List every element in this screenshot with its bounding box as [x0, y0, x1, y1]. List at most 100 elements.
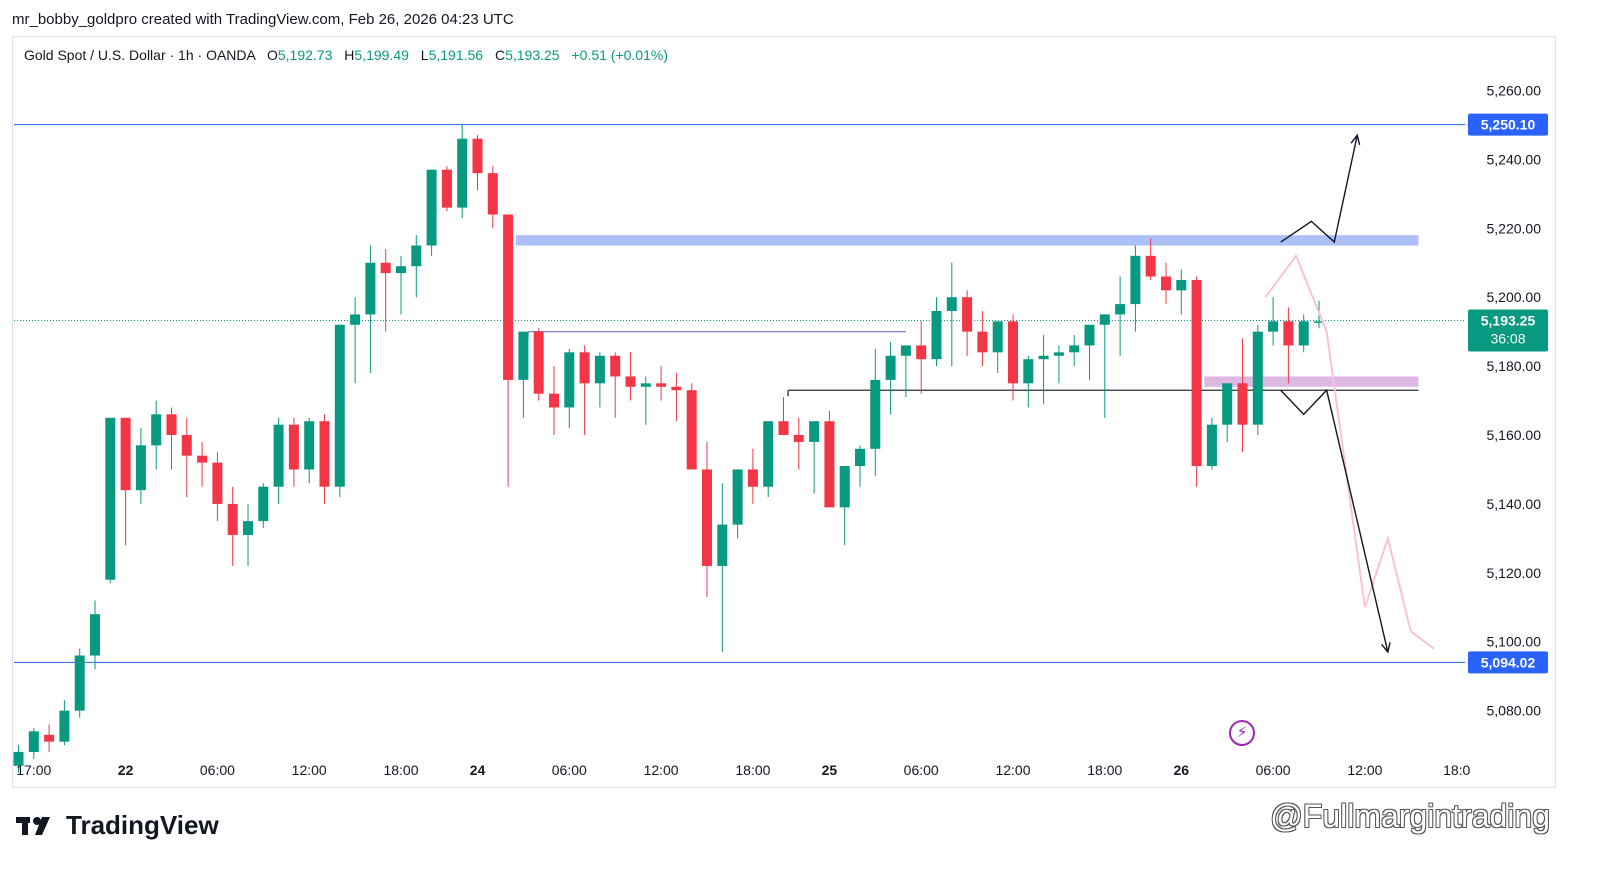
watermark-text: @Fullmargintrading: [1270, 798, 1550, 834]
candle-body: [900, 345, 911, 356]
candle-body: [1191, 279, 1202, 467]
candle-body: [747, 469, 758, 487]
candle: [1268, 297, 1279, 346]
candle-body: [74, 655, 85, 711]
candle-body: [870, 379, 881, 449]
tv-logo-icon: [16, 816, 50, 835]
price-tick-label: 5,140.00: [1487, 496, 1542, 512]
candle: [870, 348, 881, 477]
candle-body: [487, 173, 498, 215]
candle: [197, 441, 208, 487]
bearish-path-head: [1381, 642, 1391, 654]
candle: [962, 290, 973, 356]
candle-body: [1206, 424, 1217, 467]
candle: [212, 452, 223, 522]
candle-body: [151, 414, 162, 446]
low-value: 5,191.56: [428, 47, 484, 63]
candle-body: [579, 352, 590, 384]
chart-zones: [515, 235, 1419, 387]
candle: [1053, 345, 1064, 384]
time-tick-label: 18:00: [735, 762, 770, 778]
candle-body: [1130, 255, 1141, 305]
bullish-path: [1280, 135, 1358, 244]
candle: [702, 441, 712, 597]
candle: [350, 297, 361, 384]
candle: [1008, 314, 1018, 401]
candle-body: [931, 310, 942, 360]
candle-body: [1115, 304, 1126, 315]
candle-body: [227, 503, 238, 535]
bullish-path-head: [1350, 133, 1361, 146]
candle-body: [610, 355, 621, 377]
key-level-badge: [1468, 651, 1548, 674]
candle-body: [809, 421, 820, 442]
candle: [243, 503, 253, 566]
candle-body: [380, 262, 391, 274]
symbol-title[interactable]: Gold Spot / U.S. Dollar · 1h · OANDA: [24, 47, 256, 63]
candle: [288, 417, 299, 487]
candle-body: [1176, 279, 1187, 291]
candle-body: [1252, 331, 1263, 425]
chart-lines: [14, 124, 1465, 663]
candle-body: [1084, 324, 1095, 346]
candle: [1023, 355, 1034, 408]
candle: [824, 410, 835, 508]
time-tick-label: 12:00: [995, 762, 1030, 778]
candle-body: [763, 421, 774, 487]
candle: [732, 469, 743, 539]
candle-body: [441, 169, 452, 208]
key-level-label: 5,094.02: [1481, 654, 1536, 670]
candle: [946, 262, 957, 367]
candle-body: [717, 524, 728, 566]
candle: [747, 448, 758, 504]
tradingview-logo[interactable]: TradingView: [16, 810, 219, 841]
candle: [625, 352, 636, 401]
candle: [1069, 335, 1080, 367]
chart-annotations: [1264, 133, 1435, 654]
candle: [472, 135, 483, 191]
candle: [151, 400, 162, 470]
candle-body: [28, 731, 39, 752]
candle: [396, 255, 406, 315]
high-value: 5,199.49: [354, 47, 409, 63]
candle-body: [1161, 276, 1171, 291]
candle-body: [916, 345, 927, 360]
current-price-badge: [1468, 309, 1548, 352]
candle-body: [197, 455, 208, 463]
candle-body: [1038, 355, 1049, 360]
candle-body: [472, 138, 483, 174]
candle: [166, 407, 177, 470]
candle-body: [426, 169, 437, 246]
candle: [273, 417, 284, 504]
candle: [304, 417, 315, 484]
candle: [839, 466, 850, 546]
candle: [1298, 314, 1309, 353]
bearish-path: [1280, 388, 1389, 653]
candle: [610, 352, 621, 418]
time-axis: 17:00 22 06:00 12:00 18:00 24 06:00 12:00 18:00 2…: [16, 762, 1470, 778]
close-value: 5,193.25: [505, 47, 560, 63]
candle-body: [778, 421, 789, 436]
candle: [549, 366, 559, 436]
candle-body: [181, 435, 192, 456]
price-tick-label: 5,120.00: [1487, 565, 1542, 581]
price-tick-label: 5,080.00: [1487, 703, 1542, 719]
candle: [686, 383, 697, 470]
candle: [1191, 276, 1202, 487]
candle: [640, 376, 651, 425]
candle-body: [1314, 321, 1324, 323]
candle: [181, 417, 192, 498]
projection-path: [1264, 253, 1435, 650]
time-tick-label: 06:00: [904, 762, 939, 778]
key-level-label: 5,250.10: [1481, 117, 1536, 133]
candle: [74, 648, 85, 718]
candle: [487, 166, 498, 229]
candle-body: [243, 521, 253, 535]
lightning-icon[interactable]: ⚡: [1229, 720, 1255, 746]
candle-body: [839, 466, 850, 508]
candle-body: [258, 486, 269, 522]
candle-body: [625, 376, 636, 387]
candle-body: [166, 414, 177, 436]
candle: [931, 297, 942, 367]
